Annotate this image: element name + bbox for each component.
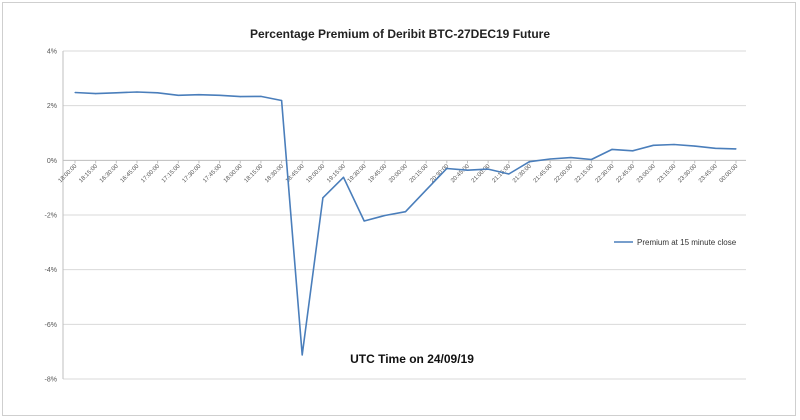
x-tick-label: 21:45:00 <box>533 163 554 184</box>
x-tick-label: 23:15:00 <box>657 163 678 184</box>
x-tick-label: 16:45:00 <box>120 163 141 184</box>
data-point <box>446 167 448 170</box>
y-tick-label: -6% <box>45 322 57 329</box>
x-tick-label: 22:45:00 <box>615 163 636 184</box>
series <box>74 91 737 356</box>
series-line <box>74 91 737 356</box>
data-point <box>487 168 489 170</box>
x-tick-label: 23:45:00 <box>698 163 719 184</box>
data-point <box>735 148 737 150</box>
y-tick-label: -2% <box>45 213 57 220</box>
x-tick-label: 18:00:00 <box>58 163 79 184</box>
data-point <box>404 211 407 213</box>
x-tick-label: 16:30:00 <box>99 163 120 184</box>
y-tick-label: 0% <box>47 158 57 165</box>
chart-title: Percentage Premium of Deribit BTC-27DEC1… <box>249 27 551 41</box>
data-point <box>549 158 551 160</box>
x-tick-label: 23:30:00 <box>677 163 698 184</box>
gridlines <box>63 50 746 380</box>
x-tick-label: 17:15:00 <box>161 163 182 184</box>
data-point <box>342 176 345 178</box>
data-point <box>466 169 469 171</box>
chart-frame <box>2 2 796 416</box>
data-point <box>714 147 716 149</box>
data-point <box>198 94 200 96</box>
data-point <box>673 143 675 146</box>
x-tick-label: 22:30:00 <box>595 163 616 184</box>
y-tick-label: 4% <box>47 49 57 56</box>
data-point <box>322 197 324 199</box>
data-point <box>136 91 138 93</box>
y-tick-label: -4% <box>45 267 57 274</box>
x-tick-label: 20:15:00 <box>409 163 430 184</box>
x-tick-label: 17:45:00 <box>202 163 223 184</box>
data-point <box>239 96 241 98</box>
x-tick-label: 17:00:00 <box>140 163 161 184</box>
x-tick-label: 00:00:00 <box>719 163 740 184</box>
data-point <box>425 189 427 191</box>
y-tick-labels: 4% 2% 0% -2% -4% -6% -8% <box>45 49 57 384</box>
time-annotation: UTC Time on 24/09/19 <box>350 352 474 366</box>
data-point <box>384 214 386 217</box>
data-point <box>652 144 654 146</box>
x-tick-label: 19:30:00 <box>347 163 368 184</box>
data-point <box>363 220 365 222</box>
x-tick-label: 21:00:00 <box>471 163 492 184</box>
legend: Premium at 15 minute close <box>614 238 737 247</box>
data-point <box>611 148 613 150</box>
x-tick-label: 22:15:00 <box>574 163 595 184</box>
x-tick-label: 20:45:00 <box>450 163 471 184</box>
x-tick-label: 17:30:00 <box>182 163 203 184</box>
x-tick-label: 20:30:00 <box>429 163 450 184</box>
x-tick-label: 18:15:00 <box>244 163 265 184</box>
data-point <box>632 150 634 152</box>
data-point <box>115 92 117 94</box>
x-tick-label: 19:00:00 <box>306 163 327 184</box>
data-point <box>508 173 510 175</box>
x-tick-label: 20:00:00 <box>388 163 409 184</box>
y-tick-label: -8% <box>45 377 57 384</box>
y-tick-label: 2% <box>47 103 57 110</box>
data-point <box>280 99 283 102</box>
data-point <box>177 94 179 96</box>
data-point <box>260 95 262 97</box>
data-point <box>74 91 76 94</box>
legend-label: Premium at 15 minute close <box>637 238 737 247</box>
data-point <box>95 93 97 95</box>
data-point <box>528 161 531 163</box>
x-tick-labels: 18:00:00 18:15:00 16:30:00 16:45:00 17:00:00… <box>58 163 740 184</box>
data-point <box>157 92 159 94</box>
x-tick-label: 23:00:00 <box>636 163 657 184</box>
x-tick-label: 19:45:00 <box>367 163 388 184</box>
data-point <box>570 157 572 159</box>
x-tick-label: 19:15:00 <box>326 163 347 184</box>
data-point <box>218 94 221 96</box>
data-point <box>590 158 593 161</box>
x-tick-label: 18:15:00 <box>78 163 99 184</box>
data-point <box>301 354 303 356</box>
axes <box>62 51 737 379</box>
x-tick-label: 22:00:00 <box>553 163 574 184</box>
x-tick-label: 18:30:00 <box>264 163 285 184</box>
x-tick-label: 18:00:00 <box>223 163 244 184</box>
data-point <box>694 145 696 147</box>
